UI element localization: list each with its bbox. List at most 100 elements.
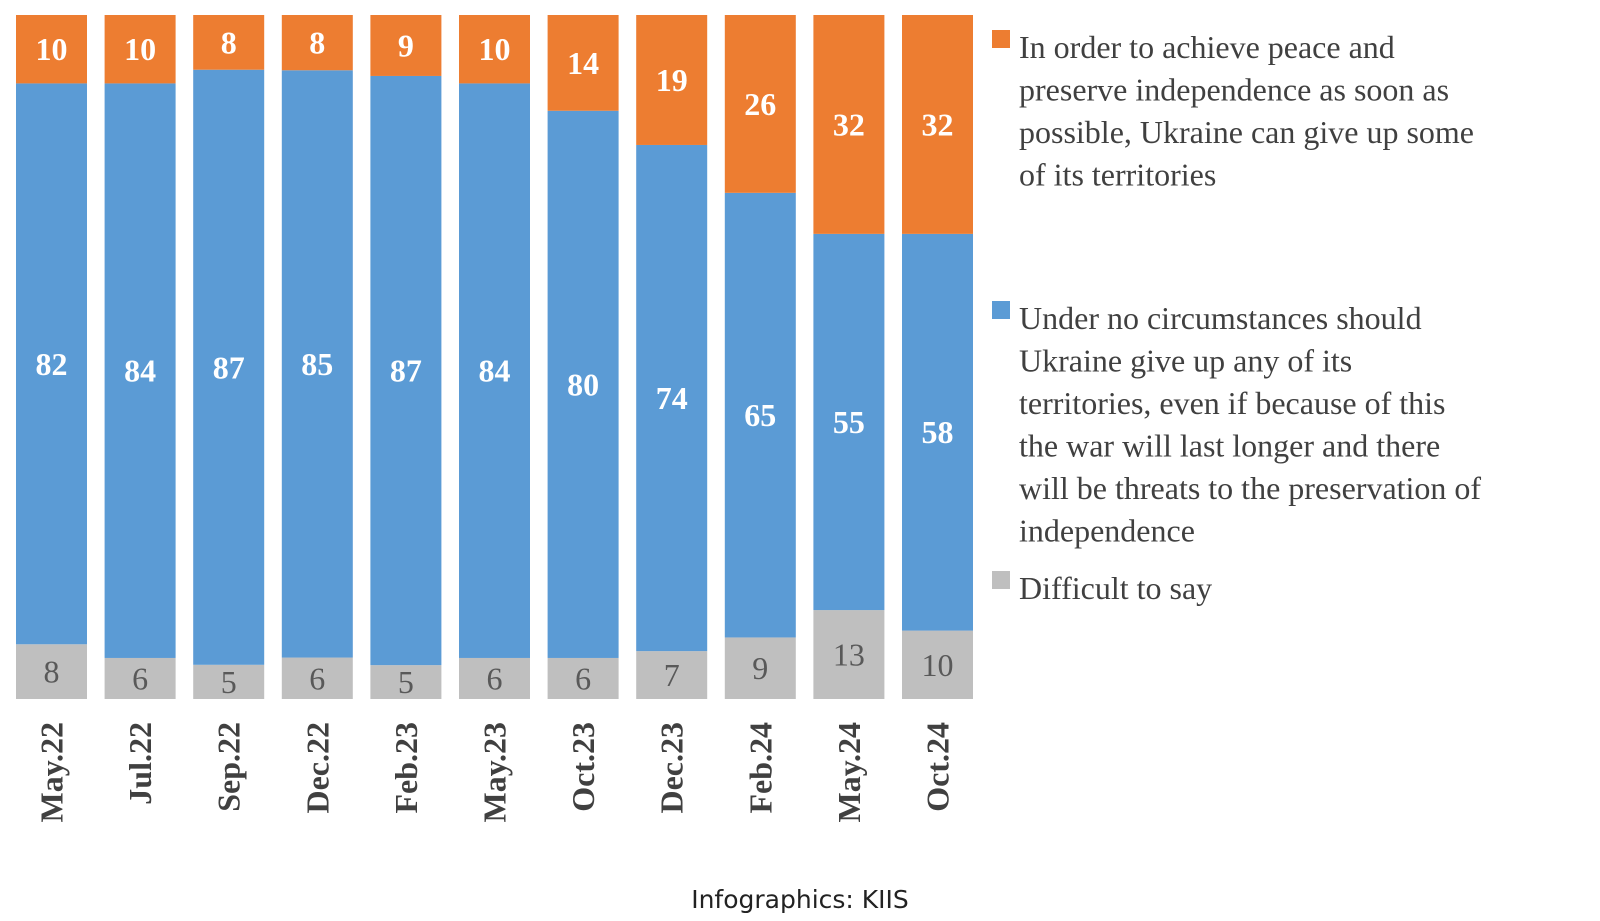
- data-label-no_concessions-dec-22: 85: [301, 346, 333, 382]
- bar-segment-no_concessions-feb-23: [370, 75, 442, 666]
- x-tick-labels-group: May.22 Jul.22 Sep.22 Dec.22 Feb.23 May.23 Oct.…: [34, 722, 956, 822]
- legend-marker-difficult: [992, 571, 1010, 589]
- data-label-give_up-sep-22: 8: [221, 24, 237, 60]
- legend-line: territories, even if because of this: [1019, 385, 1446, 421]
- bar-segment-no_concessions-jul-22: [104, 83, 176, 658]
- bars-group: [16, 15, 973, 699]
- legend: In order to achieve peace and preserve in…: [992, 29, 1481, 606]
- x-tick-label-may-24: May.24: [831, 722, 867, 822]
- data-label-no_concessions-may-23: 84: [479, 353, 511, 389]
- legend-line: the war will last longer and there: [1019, 428, 1440, 464]
- data-label-give_up-may-23: 10: [479, 31, 511, 67]
- bar-segment-difficult-oct-24: [902, 630, 973, 699]
- bar-segment-difficult-sep-22: [193, 664, 265, 699]
- data-label-difficult-dec-23: 7: [664, 657, 680, 693]
- data-label-give_up-jul-22: 10: [124, 31, 156, 67]
- data-label-no_concessions-may-24: 55: [833, 404, 865, 440]
- bar-segment-give_up-oct-24: [902, 15, 973, 234]
- bar-segment-no_concessions-may-22: [16, 83, 87, 645]
- bar-segment-difficult-may-22: [16, 644, 87, 699]
- legend-entry-no_concessions: Under no circumstances should Ukraine giv…: [1019, 300, 1481, 549]
- data-label-difficult-oct-23: 6: [575, 660, 591, 696]
- data-label-give_up-oct-24: 32: [922, 106, 954, 142]
- data-label-give_up-dec-23: 19: [656, 62, 688, 98]
- bar-labels-group: 8821068410587868585879684106801477419965…: [36, 24, 954, 700]
- legend-line: Ukraine give up any of its: [1019, 343, 1352, 379]
- data-label-difficult-oct-24: 10: [922, 647, 954, 683]
- x-tick-label-sep-22: Sep.22: [211, 722, 247, 812]
- data-label-difficult-may-22: 8: [44, 654, 60, 690]
- data-label-difficult-may-24: 13: [833, 637, 865, 673]
- x-tick-label-oct-23: Oct.23: [565, 722, 601, 812]
- bar-segment-no_concessions-sep-22: [193, 69, 265, 665]
- data-label-give_up-feb-23: 9: [398, 27, 414, 63]
- bar-segment-difficult-feb-23: [370, 665, 442, 699]
- x-tick-label-may-22: May.22: [34, 722, 70, 822]
- data-label-difficult-feb-24: 9: [752, 650, 768, 686]
- legend-entry-give_up: In order to achieve peace and preserve in…: [1019, 29, 1474, 193]
- bar-segment-difficult-oct-23: [547, 657, 619, 699]
- bar-segment-give_up-oct-23: [547, 15, 619, 111]
- legend-marker-no_concessions: [992, 301, 1010, 319]
- data-label-no_concessions-dec-23: 74: [656, 380, 688, 416]
- x-tick-label-may-23: May.23: [477, 722, 513, 822]
- bar-segment-difficult-dec-23: [636, 651, 708, 699]
- data-label-no_concessions-may-22: 82: [36, 346, 68, 382]
- bar-segment-no_concessions-dec-23: [636, 144, 708, 652]
- bar-segment-give_up-may-24: [813, 15, 885, 234]
- data-label-no_concessions-oct-23: 80: [567, 366, 599, 402]
- legend-line: independence: [1019, 513, 1195, 549]
- legend-line: preserve independence as soon as: [1019, 72, 1449, 108]
- legend-marker-give_up: [992, 30, 1010, 48]
- bar-segment-give_up-jul-22: [104, 15, 176, 84]
- bar-segment-no_concessions-oct-24: [902, 233, 973, 631]
- bar-segment-no_concessions-feb-24: [724, 192, 796, 638]
- bar-segment-no_concessions-may-24: [813, 233, 885, 611]
- bar-segment-difficult-may-24: [813, 610, 885, 699]
- data-label-difficult-dec-22: 6: [309, 660, 325, 696]
- data-label-give_up-may-22: 10: [36, 31, 68, 67]
- legend-line: In order to achieve peace and: [1019, 29, 1395, 65]
- x-tick-label-oct-24: Oct.24: [920, 722, 956, 812]
- data-label-give_up-feb-24: 26: [744, 86, 776, 122]
- bar-segment-give_up-feb-24: [724, 15, 796, 193]
- bar-segment-give_up-dec-23: [636, 15, 708, 145]
- x-tick-label-dec-22: Dec.22: [299, 722, 335, 814]
- data-label-no_concessions-oct-24: 58: [922, 414, 954, 450]
- legend-line: will be threats to the preservation of: [1019, 470, 1481, 506]
- legend-line: of its territories: [1019, 157, 1216, 193]
- data-label-no_concessions-sep-22: 87: [213, 349, 245, 385]
- x-tick-label-dec-23: Dec.23: [654, 722, 690, 814]
- legend-line: possible, Ukraine can give up some: [1019, 114, 1474, 150]
- bar-segment-no_concessions-oct-23: [547, 110, 619, 658]
- data-label-difficult-feb-23: 5: [398, 664, 414, 700]
- legend-entry-difficult: Difficult to say: [1019, 570, 1212, 606]
- bar-segment-difficult-feb-24: [724, 637, 796, 699]
- data-label-no_concessions-jul-22: 84: [124, 353, 156, 389]
- bar-segment-give_up-may-22: [16, 15, 87, 84]
- data-label-give_up-oct-23: 14: [567, 45, 599, 81]
- data-label-give_up-may-24: 32: [833, 106, 865, 142]
- bar-segment-difficult-dec-22: [281, 657, 353, 699]
- data-label-no_concessions-feb-23: 87: [390, 353, 422, 389]
- data-label-no_concessions-feb-24: 65: [744, 397, 776, 433]
- data-label-difficult-jul-22: 6: [132, 660, 148, 696]
- legend-line: Difficult to say: [1019, 570, 1212, 606]
- bar-segment-no_concessions-may-23: [459, 83, 530, 658]
- data-label-difficult-sep-22: 5: [221, 664, 237, 700]
- infographics-credit: Infographics: KIIS: [691, 885, 909, 914]
- x-tick-label-feb-23: Feb.23: [388, 722, 424, 814]
- bar-segment-give_up-feb-23: [370, 15, 442, 76]
- data-label-difficult-may-23: 6: [487, 660, 503, 696]
- data-label-give_up-dec-22: 8: [309, 25, 325, 61]
- x-tick-label-feb-24: Feb.24: [742, 722, 778, 814]
- bar-segment-difficult-jul-22: [104, 657, 176, 699]
- bar-segment-give_up-may-23: [459, 15, 530, 84]
- bar-segment-give_up-sep-22: [193, 15, 265, 70]
- legend-line: Under no circumstances should: [1019, 300, 1422, 336]
- bar-segment-no_concessions-dec-22: [281, 70, 353, 658]
- bar-segment-give_up-dec-22: [281, 15, 353, 71]
- bar-segment-difficult-may-23: [459, 657, 530, 699]
- x-tick-label-jul-22: Jul.22: [122, 722, 158, 805]
